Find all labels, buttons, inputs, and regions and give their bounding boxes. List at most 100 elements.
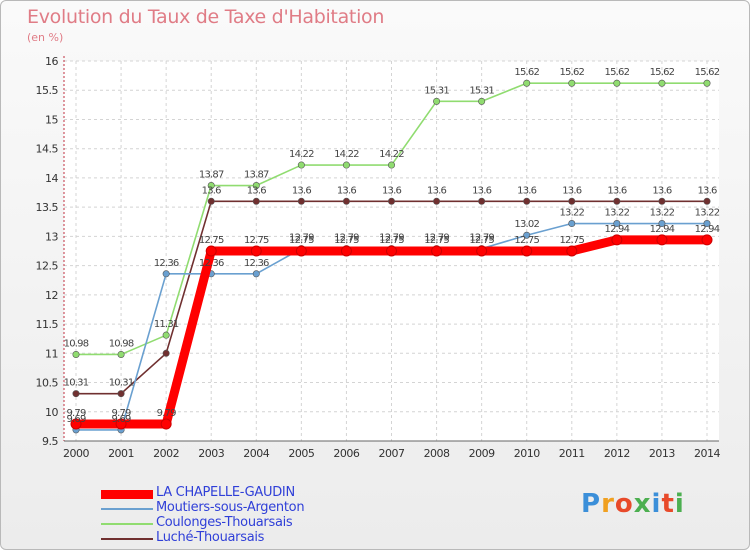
data-label: 13.6 bbox=[472, 185, 492, 196]
data-point bbox=[656, 234, 668, 246]
data-point bbox=[115, 418, 127, 430]
data-point bbox=[252, 197, 260, 205]
data-label: 9.79 bbox=[157, 408, 177, 419]
data-point bbox=[297, 161, 305, 169]
data-point bbox=[658, 197, 666, 205]
data-point bbox=[72, 350, 80, 358]
chart-subtitle: (en %) bbox=[27, 31, 64, 44]
data-label: 12.79 bbox=[334, 233, 359, 244]
data-label: 14.22 bbox=[379, 149, 404, 160]
data-point bbox=[162, 349, 170, 357]
y-tick-label: 11.5 bbox=[36, 318, 59, 331]
data-label: 9.69 bbox=[66, 414, 86, 425]
x-tick-label: 2002 bbox=[153, 447, 179, 460]
data-label: 12.36 bbox=[199, 258, 224, 269]
logo-letter: P bbox=[581, 489, 602, 519]
data-label: 13.87 bbox=[244, 170, 269, 181]
x-tick-label: 2001 bbox=[108, 447, 134, 460]
logo-letter: i bbox=[674, 489, 685, 519]
data-point bbox=[162, 270, 170, 278]
proxiti-logo: Proxiti bbox=[581, 489, 685, 519]
data-label: 12.79 bbox=[289, 233, 314, 244]
data-point bbox=[568, 79, 576, 87]
data-point bbox=[431, 245, 443, 257]
legend-item: Coulonges-Thouarsais bbox=[101, 515, 501, 532]
data-point bbox=[568, 220, 576, 228]
data-point bbox=[252, 270, 260, 278]
y-tick-label: 13.5 bbox=[36, 201, 59, 214]
data-label: 14.22 bbox=[334, 149, 359, 160]
data-label: 12.75 bbox=[559, 235, 584, 246]
data-label: 13.22 bbox=[559, 208, 584, 219]
y-tick-label: 9.5 bbox=[42, 435, 58, 448]
data-point bbox=[252, 182, 260, 190]
data-point bbox=[433, 197, 441, 205]
data-label: 12.75 bbox=[469, 235, 494, 246]
data-label: 13.6 bbox=[517, 185, 537, 196]
legend-label: Luché-Thouarsais bbox=[156, 530, 265, 545]
y-tick-label: 13 bbox=[45, 230, 58, 243]
x-tick-label: 2009 bbox=[469, 447, 495, 460]
data-label: 13.6 bbox=[562, 185, 582, 196]
data-label: 10.98 bbox=[109, 338, 134, 349]
data-label: 12.94 bbox=[605, 224, 630, 235]
data-label: 12.79 bbox=[469, 233, 494, 244]
y-tick-label: 14.5 bbox=[36, 143, 59, 156]
data-point bbox=[611, 234, 623, 246]
x-tick-label: 2004 bbox=[243, 447, 269, 460]
chart-title: Evolution du Taux de Taxe d'Habitation bbox=[27, 6, 385, 28]
data-point bbox=[613, 79, 621, 87]
data-label: 15.31 bbox=[469, 85, 494, 96]
data-label: 12.36 bbox=[244, 258, 269, 269]
x-tick-label: 2011 bbox=[559, 447, 585, 460]
x-tick-label: 2010 bbox=[514, 447, 540, 460]
data-point bbox=[70, 418, 82, 430]
x-tick-label: 2013 bbox=[649, 447, 675, 460]
x-tick-label: 2006 bbox=[333, 447, 359, 460]
data-label: 13.6 bbox=[382, 185, 402, 196]
data-point bbox=[613, 197, 621, 205]
data-point bbox=[566, 245, 578, 257]
data-point bbox=[523, 79, 531, 87]
data-label: 13.6 bbox=[427, 185, 447, 196]
legend-label: LA CHAPELLE-GAUDIN bbox=[156, 485, 295, 500]
data-point bbox=[72, 390, 80, 398]
data-label: 13.6 bbox=[697, 185, 717, 196]
data-point bbox=[523, 231, 531, 239]
logo-letter: x bbox=[633, 489, 652, 519]
legend-swatch bbox=[101, 523, 153, 525]
chart-legend: LA CHAPELLE-GAUDIN Moutiers-sous-Argenton… bbox=[101, 485, 501, 547]
data-label: 12.75 bbox=[379, 235, 404, 246]
data-point bbox=[207, 182, 215, 190]
data-label: 15.31 bbox=[424, 85, 449, 96]
data-point bbox=[387, 161, 395, 169]
data-label: 13.6 bbox=[247, 185, 267, 196]
data-label: 12.75 bbox=[424, 235, 449, 246]
y-tick-label: 12 bbox=[45, 289, 58, 302]
data-point bbox=[162, 331, 170, 339]
data-point bbox=[658, 79, 666, 87]
data-point bbox=[386, 245, 397, 257]
data-label: 12.75 bbox=[199, 235, 224, 246]
data-point bbox=[703, 197, 711, 205]
data-label: 11.31 bbox=[154, 319, 179, 330]
y-tick-label: 15.5 bbox=[36, 84, 59, 97]
y-tick-label: 16 bbox=[45, 55, 58, 68]
data-point bbox=[340, 245, 352, 257]
logo-letter: r bbox=[601, 489, 615, 519]
data-label: 13.6 bbox=[292, 185, 312, 196]
data-point bbox=[297, 197, 305, 205]
logo-letter: o bbox=[614, 489, 634, 519]
legend-item: Moutiers-sous-Argenton bbox=[101, 500, 501, 517]
data-point bbox=[433, 97, 441, 105]
data-point bbox=[205, 245, 217, 257]
data-point bbox=[476, 245, 488, 257]
x-tick-label: 2012 bbox=[604, 447, 630, 460]
data-point bbox=[117, 390, 125, 398]
data-label: 14.22 bbox=[289, 149, 314, 160]
data-point bbox=[342, 161, 350, 169]
legend-label: Coulonges-Thouarsais bbox=[156, 515, 293, 530]
data-point bbox=[250, 245, 262, 257]
